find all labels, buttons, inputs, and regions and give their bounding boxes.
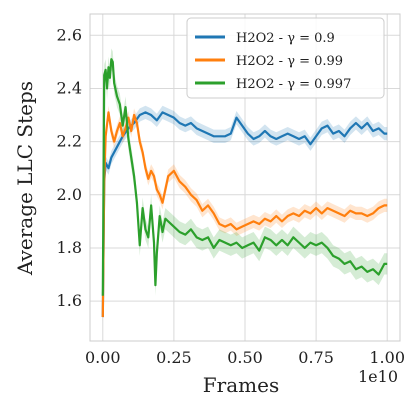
y-tick-label: 2.0 [57, 185, 82, 204]
x-axis-offset-label: 1e10 [358, 367, 398, 386]
legend-label-gamma-0-9: H2O2 - γ = 0.9 [236, 31, 335, 46]
x-tick-label: 0.25 [156, 348, 192, 367]
series-line [101, 58, 388, 296]
plot-frame [89, 13, 401, 342]
y-tick-label: 1.6 [57, 291, 82, 310]
x-axis-label: Frames [203, 373, 279, 397]
y-tick-label: 2.2 [57, 132, 82, 151]
y-tick-label: 1.8 [57, 238, 82, 257]
legend-label-gamma-0-99: H2O2 - γ = 0.99 [236, 54, 343, 69]
x-tick-label: 0.75 [298, 348, 334, 367]
y-tick-label: 2.6 [57, 25, 82, 44]
series-line [101, 111, 388, 318]
series-line [101, 111, 388, 318]
y-tick-label: 2.4 [57, 78, 82, 97]
x-tick-label: 0.00 [85, 348, 121, 367]
legend-box [186, 17, 385, 99]
y-tick-labels: 1.6 1.8 2.0 2.2 2.4 2.6 [57, 25, 82, 310]
x-tick-label: 0.50 [227, 348, 263, 367]
y-axis-label: Average LLC Steps [13, 81, 37, 276]
x-tick-labels: 0.00 0.25 0.50 0.75 1.00 [85, 348, 405, 367]
legend: H2O2 - γ = 0.9 H2O2 - γ = 0.99 H2O2 - γ … [186, 17, 385, 99]
series-lines [101, 58, 388, 318]
legend-label-gamma-0-997: H2O2 - γ = 0.997 [236, 77, 351, 92]
x-tick-label: 1.00 [369, 348, 405, 367]
series-band [102, 48, 388, 307]
